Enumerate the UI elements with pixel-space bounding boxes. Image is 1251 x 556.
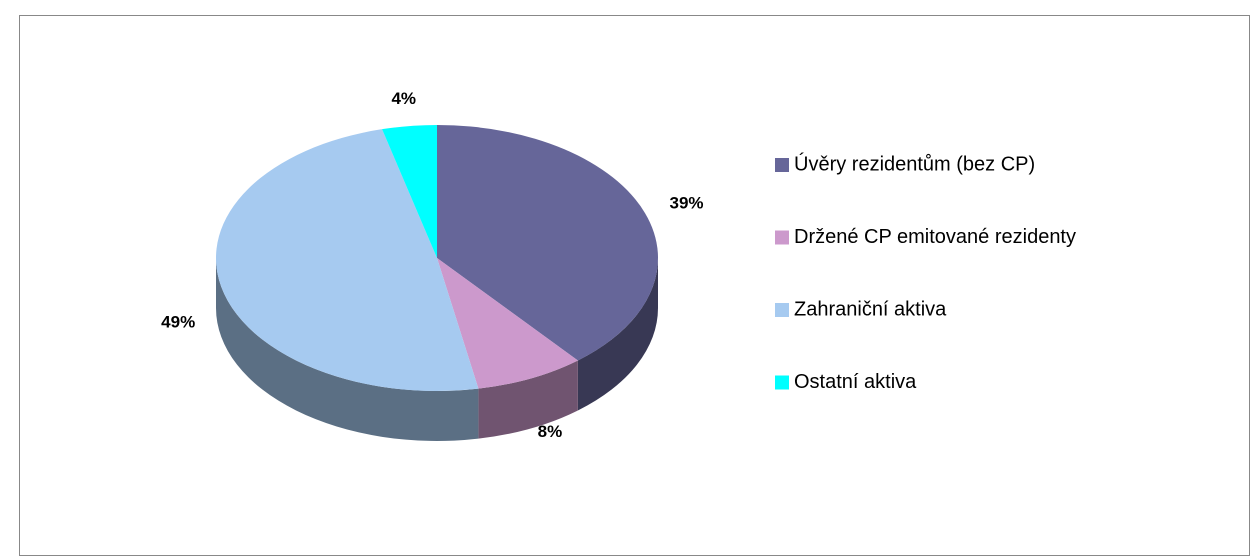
data-label: 49% xyxy=(161,312,195,331)
data-label: 39% xyxy=(670,193,704,212)
data-label: 4% xyxy=(391,89,416,108)
legend-label: Ostatní aktiva xyxy=(794,371,917,393)
legend-swatch xyxy=(775,375,789,390)
legend-swatch xyxy=(775,303,789,317)
slice-side xyxy=(577,258,658,411)
legend-label: Držené CP emitované rezidenty xyxy=(794,226,1076,248)
slice xyxy=(216,129,479,391)
legend-label: Zahraniční aktiva xyxy=(794,298,947,320)
slice xyxy=(382,125,437,258)
slice-side xyxy=(478,360,578,439)
slice xyxy=(437,125,658,361)
legend-label: Úvěry rezidentům (bez CP) xyxy=(794,152,1035,175)
slice xyxy=(437,258,578,389)
data-label: 8% xyxy=(538,422,563,441)
slice-side xyxy=(216,258,479,441)
legend-swatch xyxy=(775,230,789,245)
legend-swatch xyxy=(775,158,789,172)
